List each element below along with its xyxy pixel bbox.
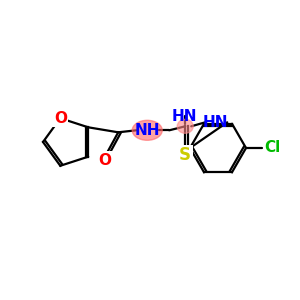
Text: S: S — [179, 146, 191, 164]
Text: HN: HN — [202, 115, 228, 130]
Text: Cl: Cl — [264, 140, 280, 155]
Text: HN: HN — [171, 109, 197, 124]
Text: O: O — [54, 111, 67, 126]
Ellipse shape — [132, 120, 162, 140]
Ellipse shape — [177, 119, 193, 133]
Text: O: O — [99, 153, 112, 168]
Text: NH: NH — [134, 123, 160, 138]
